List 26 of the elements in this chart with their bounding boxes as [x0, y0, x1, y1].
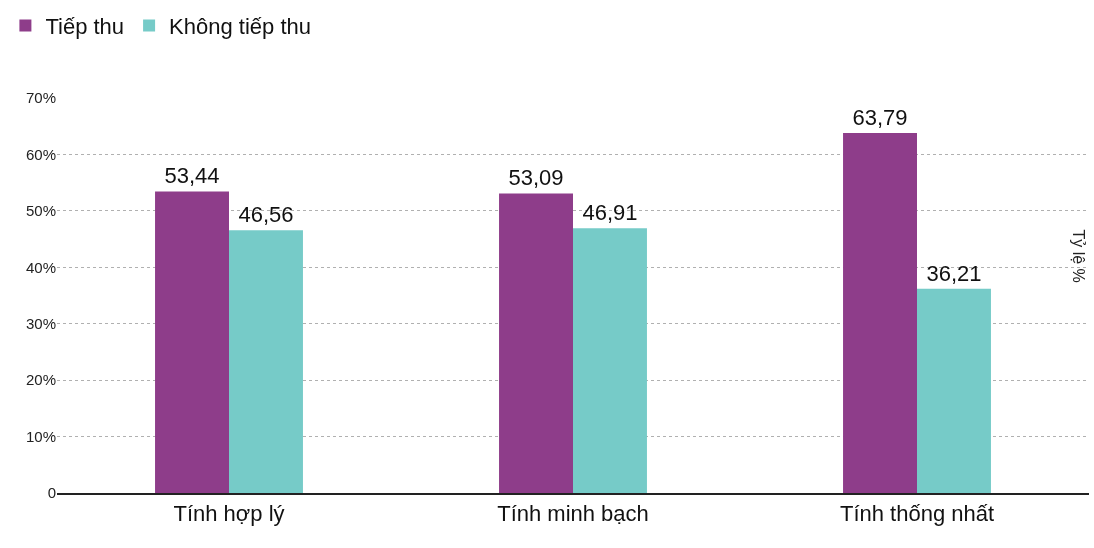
- x-tick-label: Tính thống nhất: [839, 501, 995, 527]
- y-tick-label: 0: [47, 484, 56, 502]
- x-tick-label: Tính minh bạch: [497, 501, 649, 527]
- data-label: 46,56: [238, 202, 294, 228]
- y-axis-title: Tỷ lệ %: [1069, 229, 1087, 283]
- bar: [843, 133, 917, 493]
- data-label: 36,21: [926, 260, 982, 286]
- legend-label: Không tiếp thu: [169, 14, 311, 40]
- y-tick-label: 40%: [25, 258, 56, 276]
- bar: [499, 193, 573, 493]
- y-tick-label: 70%: [25, 89, 56, 107]
- y-tick-label: 20%: [25, 371, 56, 389]
- bar: [917, 288, 991, 493]
- y-tick-label: 10%: [25, 427, 56, 445]
- data-label: 46,91: [582, 200, 638, 226]
- bar: [229, 230, 303, 493]
- y-tick-label: 60%: [25, 145, 56, 163]
- x-tick-label: Tính hợp lý: [173, 501, 285, 527]
- y-tick-label: 30%: [25, 314, 56, 332]
- legend-label: Tiếp thu: [45, 14, 125, 40]
- data-label: 53,09: [508, 165, 564, 191]
- bar: [573, 228, 647, 493]
- data-label: 63,79: [852, 105, 908, 131]
- data-label: 53,44: [164, 163, 220, 189]
- bar: [155, 191, 229, 493]
- y-tick-label: 50%: [25, 202, 56, 220]
